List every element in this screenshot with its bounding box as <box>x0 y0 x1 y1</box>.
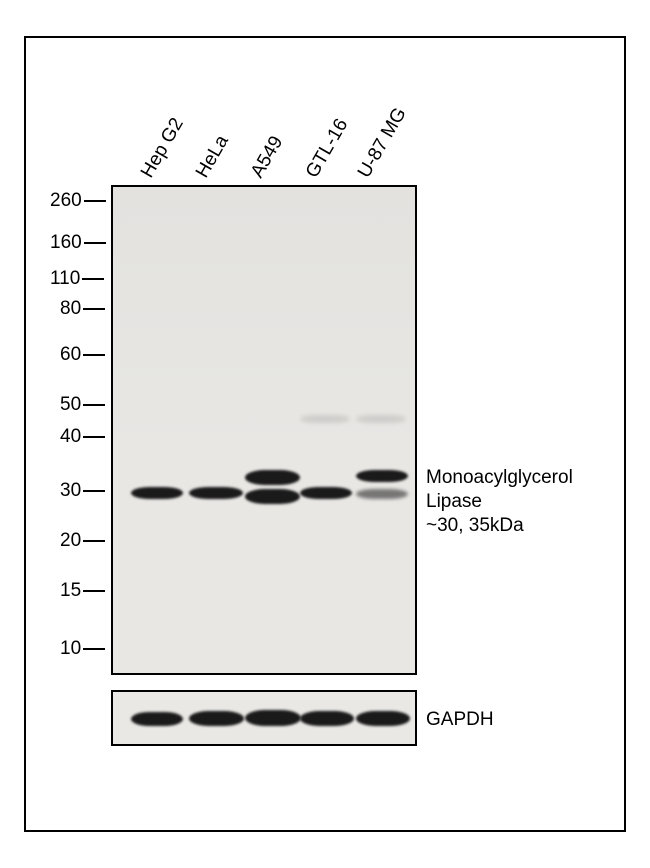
mw-tick <box>83 308 105 310</box>
mw-marker: 40 <box>60 426 105 448</box>
mw-value: 110 <box>50 268 80 289</box>
mw-value: 80 <box>60 298 81 319</box>
main-blot-membrane <box>111 185 417 675</box>
mw-tick <box>84 200 106 202</box>
mw-marker: 10 <box>60 638 105 660</box>
mw-value: 20 <box>60 530 81 551</box>
mw-tick <box>84 242 106 244</box>
mw-value: 30 <box>60 480 81 501</box>
figure-container: Hep G2 HeLa A549 GTL-16 U-87 MG 260 <box>24 36 626 832</box>
mw-tick <box>83 590 105 592</box>
loading-control-label: GAPDH <box>426 708 494 732</box>
protein-band <box>245 489 300 504</box>
loading-band <box>189 711 244 726</box>
mw-marker: 20 <box>60 530 105 552</box>
mw-marker: 30 <box>60 480 105 502</box>
protein-band <box>356 470 408 482</box>
mw-marker: 110 <box>50 268 104 290</box>
loading-band <box>131 712 183 726</box>
mw-value: 10 <box>60 638 81 659</box>
mw-tick <box>83 436 105 438</box>
target-label-line1: Monoacylglycerol Lipase <box>426 466 624 514</box>
mw-value: 50 <box>60 394 81 415</box>
mw-tick <box>83 648 105 650</box>
mw-tick <box>83 404 105 406</box>
mw-value: 60 <box>60 344 81 365</box>
mw-marker: 80 <box>60 298 105 320</box>
loading-band <box>245 710 301 726</box>
protein-band-faint <box>356 415 406 423</box>
protein-band <box>300 487 352 499</box>
lane-label: U-87 MG <box>354 104 412 182</box>
target-protein-label: Monoacylglycerol Lipase ~30, 35kDa <box>426 466 624 537</box>
lane-label: Hep G2 <box>137 114 189 182</box>
mw-tick <box>82 278 104 280</box>
mw-tick <box>83 540 105 542</box>
mw-value: 40 <box>60 426 81 447</box>
mw-marker: 60 <box>60 344 105 366</box>
lane-labels-group: Hep G2 HeLa A549 GTL-16 U-87 MG <box>111 68 421 188</box>
mw-value: 15 <box>60 580 81 601</box>
target-label-line2: ~30, 35kDa <box>426 514 624 538</box>
mw-marker: 15 <box>60 580 105 602</box>
protein-band <box>189 487 243 499</box>
protein-band <box>245 470 300 485</box>
mw-tick <box>83 490 105 492</box>
protein-band-faint <box>300 415 350 423</box>
loading-band <box>300 711 354 726</box>
mw-marker: 160 <box>50 232 106 254</box>
loading-band <box>356 711 410 726</box>
lane-label: A549 <box>247 133 288 182</box>
mw-marker: 50 <box>60 394 105 416</box>
mw-marker: 260 <box>50 190 106 212</box>
mw-value: 260 <box>50 190 82 211</box>
mw-value: 160 <box>50 232 82 253</box>
lane-label: HeLa <box>192 132 234 182</box>
mw-tick <box>83 354 105 356</box>
lane-label: GTL-16 <box>302 115 353 182</box>
protein-band-faint <box>356 489 408 499</box>
protein-band <box>131 487 183 499</box>
loading-control-membrane <box>111 690 417 746</box>
